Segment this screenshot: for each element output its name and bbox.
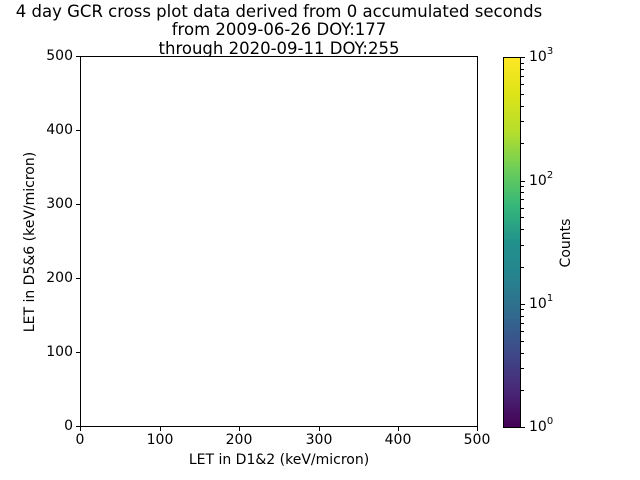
y-tick-mark [76,352,80,353]
colorbar-minor-tick-mark [521,340,524,342]
y-tick-label: 400 [46,122,73,138]
colorbar-tick-exponent: 3 [546,46,554,58]
colorbar-tick-exponent: 2 [546,170,554,182]
x-tick-mark [80,427,81,431]
colorbar-minor-tick-mark [521,192,524,194]
colorbar-minor-tick-mark [521,309,524,311]
colorbar-minor-tick-mark [521,207,524,209]
y-tick-mark [76,56,80,57]
colorbar-minor-tick-mark [521,266,524,268]
chart-title: 4 day GCR cross plot data derived from 0… [15,2,543,58]
colorbar-tick-exponent: 1 [546,293,554,305]
chart-title-line-1: 4 day GCR cross plot data derived from 0… [15,2,543,21]
chart-title-line-3: through 2020-09-11 DOY:255 [158,38,400,58]
colorbar-tick-exponent: 0 [546,416,554,428]
colorbar-axis-label: Counts [558,218,574,268]
colorbar-minor-tick-mark [521,106,524,108]
x-tick-mark [477,427,478,431]
colorbar-minor-tick-mark [521,229,524,231]
colorbar-tick-base: 10 [529,173,547,189]
colorbar-tick-mark [521,57,525,58]
colorbar-minor-tick-mark [521,84,524,86]
colorbar-tick-base: 10 [529,49,547,65]
y-tick-label: 0 [64,418,73,434]
colorbar-minor-tick-mark [521,368,524,370]
colorbar-minor-tick-mark [521,244,524,246]
colorbar-minor-tick-mark [521,68,524,70]
x-tick-label: 400 [384,432,412,448]
x-tick-mark [398,427,399,431]
x-tick-label: 0 [75,432,85,448]
y-tick-mark [76,130,80,131]
chart-title-line-2: from 2009-06-26 DOY:177 [171,20,387,40]
colorbar-tick-label: 100 [529,416,554,435]
x-tick-label: 500 [463,432,491,448]
colorbar-minor-tick-mark [521,331,524,333]
y-axis-label: LET in D5&6 (keV/micron) [22,151,38,333]
colorbar-minor-tick-mark [521,62,524,64]
colorbar-minor-tick-mark [521,352,524,354]
colorbar-tick-label: 102 [529,170,554,189]
colorbar-tick-mark [521,304,525,305]
y-tick-label: 200 [46,270,73,286]
colorbar-tick-base: 10 [529,296,547,312]
x-tick-mark [239,427,240,431]
colorbar-minor-tick-mark [521,143,524,145]
colorbar-tick-mark [521,181,525,182]
colorbar-tick-base: 10 [529,419,547,435]
colorbar-tick-mark [521,427,525,428]
colorbar-minor-tick-mark [521,94,524,96]
y-tick-mark [76,278,80,279]
colorbar-minor-tick-mark [521,199,524,201]
colorbar-minor-tick-mark [521,322,524,324]
colorbar-minor-tick-mark [521,217,524,219]
y-tick-label: 500 [46,48,73,64]
y-tick-mark [76,204,80,205]
colorbar-tick-label: 103 [529,46,554,65]
x-tick-mark [319,427,320,431]
colorbar-gradient [503,57,521,428]
x-tick-mark [160,427,161,431]
plot-area [80,56,478,427]
colorbar-minor-tick-mark [521,76,524,78]
colorbar-minor-tick-mark [521,315,524,317]
x-tick-label: 300 [305,432,333,448]
colorbar-tick-label: 101 [529,293,554,312]
y-tick-label: 100 [46,344,73,360]
x-tick-label: 100 [146,432,174,448]
colorbar-minor-tick-mark [521,121,524,123]
x-axis-label: LET in D1&2 (keV/micron) [188,452,370,468]
colorbar-minor-tick-mark [521,389,524,391]
y-tick-mark [76,426,80,427]
colorbar-minor-tick-mark [521,185,524,187]
x-tick-label: 200 [225,432,253,448]
y-tick-label: 300 [46,196,73,212]
